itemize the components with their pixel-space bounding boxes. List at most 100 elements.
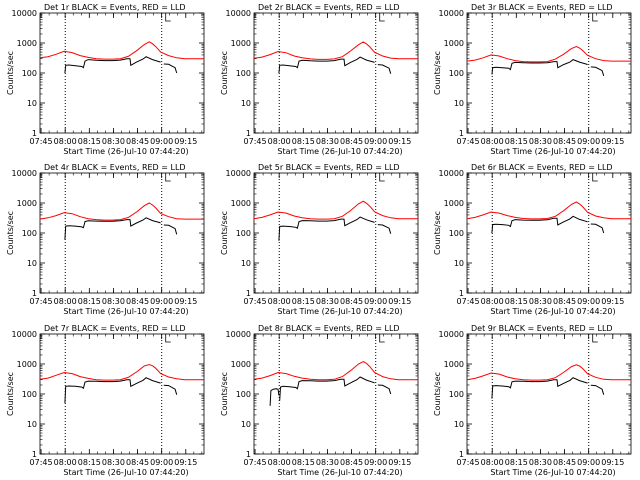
- y-tick-label: 100: [236, 229, 251, 238]
- x-tick-label: 08:15: [505, 137, 528, 146]
- y-tick-label: 1: [32, 289, 37, 298]
- y-axis-label: Counts/sec: [433, 51, 442, 95]
- y-tick-label: 10: [454, 420, 464, 429]
- x-tick-label: 08:45: [340, 137, 363, 146]
- x-tick-label: 08:30: [316, 458, 339, 467]
- x-tick-label: 08:45: [126, 297, 149, 306]
- x-tick-label: 09:15: [174, 297, 197, 306]
- x-tick-label: 08:30: [316, 137, 339, 146]
- y-tick-label: 100: [22, 69, 37, 78]
- y-tick-label: 10000: [12, 330, 37, 339]
- x-tick-label: 09:15: [601, 297, 624, 306]
- y-tick-label: 10000: [439, 9, 464, 18]
- plot-frame: [39, 333, 205, 455]
- x-tick-label: 07:45: [30, 297, 53, 306]
- series-line-events: [491, 59, 588, 75]
- x-tick-label: 09:00: [364, 297, 387, 306]
- chart-title: Det 5r BLACK = Events, RED = LLD: [258, 163, 400, 172]
- x-tick-label: 07:45: [244, 458, 267, 467]
- x-tick-label: 07:45: [457, 458, 480, 467]
- bracket-marker: [379, 334, 385, 343]
- series-line-events: [163, 384, 178, 395]
- series-line-lld: [466, 46, 631, 63]
- y-tick-label: 1000: [231, 39, 251, 48]
- chart-panel-7: Det 7r BLACK = Events, RED = LLD 1 10 100 10…: [6, 324, 205, 477]
- x-tick-label: 08:15: [78, 458, 101, 467]
- y-axis-label: Counts/sec: [433, 211, 442, 255]
- chart-panel-9: Det 9r BLACK = Events, RED = LLD 1 10 100 10…: [433, 324, 632, 477]
- chart-title: Det 4r BLACK = Events, RED = LLD: [44, 163, 186, 172]
- chart-title: Det 7r BLACK = Events, RED = LLD: [44, 324, 186, 333]
- x-tick-label: 07:45: [244, 137, 267, 146]
- x-tick-label: 09:00: [577, 137, 600, 146]
- y-tick-label: 100: [449, 390, 464, 399]
- x-tick-label: 08:45: [553, 137, 576, 146]
- y-tick-label: 10000: [439, 330, 464, 339]
- y-tick-label: 10000: [226, 169, 251, 178]
- chart-panel-1: Det 1r BLACK = Events, RED = LLD 1 10 100 10…: [6, 3, 205, 156]
- x-tick-label: 07:45: [30, 458, 53, 467]
- y-axis-label: Counts/sec: [6, 211, 15, 255]
- x-tick-label: 09:00: [577, 458, 600, 467]
- y-tick-label: 10000: [226, 330, 251, 339]
- x-tick-label: 08:00: [268, 297, 291, 306]
- series-line-events: [377, 224, 392, 234]
- x-tick-label: 09:15: [601, 458, 624, 467]
- x-tick-label: 08:15: [505, 297, 528, 306]
- plot-frame: [253, 172, 419, 294]
- series-line-events: [64, 56, 161, 74]
- x-tick-label: 08:45: [340, 458, 363, 467]
- series-line-events: [269, 388, 280, 406]
- x-axis-label: Start Time (26-Jul-10 07:44:20): [63, 307, 188, 316]
- y-tick-label: 100: [449, 229, 464, 238]
- series-line-lld: [39, 202, 204, 221]
- x-tick-label: 08:30: [529, 297, 552, 306]
- series-line-lld: [253, 361, 418, 381]
- y-tick-label: 1000: [444, 39, 464, 48]
- plot-frame: [39, 12, 205, 134]
- x-axis-label: Start Time (26-Jul-10 07:44:20): [63, 147, 188, 156]
- y-tick-label: 100: [22, 229, 37, 238]
- y-tick-label: 10: [241, 259, 251, 268]
- x-tick-label: 08:00: [54, 137, 77, 146]
- y-axis-label: Counts/sec: [6, 51, 15, 95]
- x-tick-label: 08:45: [553, 297, 576, 306]
- x-tick-label: 08:30: [102, 297, 125, 306]
- series-line-lld: [466, 364, 631, 381]
- bracket-marker: [165, 334, 171, 343]
- y-tick-label: 1000: [444, 360, 464, 369]
- chart-panel-4: Det 4r BLACK = Events, RED = LLD 1 10 100 10…: [6, 163, 205, 316]
- series-line-lld: [39, 364, 204, 381]
- x-tick-label: 09:15: [388, 297, 411, 306]
- bracket-marker: [592, 173, 598, 182]
- x-tick-label: 07:45: [457, 137, 480, 146]
- y-tick-label: 1: [459, 129, 464, 138]
- y-axis-label: Counts/sec: [220, 372, 229, 416]
- bracket-marker: [379, 13, 385, 22]
- y-tick-label: 10: [241, 99, 251, 108]
- x-tick-label: 08:15: [78, 297, 101, 306]
- chart-title: Det 8r BLACK = Events, RED = LLD: [258, 324, 400, 333]
- x-tick-label: 08:45: [553, 458, 576, 467]
- bracket-marker: [592, 334, 598, 343]
- x-tick-label: 08:30: [529, 458, 552, 467]
- y-axis-label: Counts/sec: [433, 372, 442, 416]
- series-line-events: [590, 66, 605, 77]
- x-tick-label: 09:15: [601, 137, 624, 146]
- y-tick-label: 10000: [226, 9, 251, 18]
- chart-title: Det 1r BLACK = Events, RED = LLD: [44, 3, 186, 12]
- chart-panel-5: Det 5r BLACK = Events, RED = LLD 1 10 100 10…: [220, 163, 419, 316]
- y-tick-label: 100: [236, 390, 251, 399]
- y-axis-label: Counts/sec: [220, 51, 229, 95]
- bracket-marker: [165, 173, 171, 182]
- series-line-events: [278, 216, 375, 241]
- x-tick-label: 09:15: [174, 137, 197, 146]
- x-tick-label: 08:45: [126, 137, 149, 146]
- y-tick-label: 10: [27, 420, 37, 429]
- series-line-events: [491, 377, 588, 399]
- series-line-events: [377, 64, 392, 74]
- x-axis-label: Start Time (26-Jul-10 07:44:20): [490, 468, 615, 477]
- x-tick-label: 08:30: [529, 137, 552, 146]
- plot-frame: [253, 12, 419, 134]
